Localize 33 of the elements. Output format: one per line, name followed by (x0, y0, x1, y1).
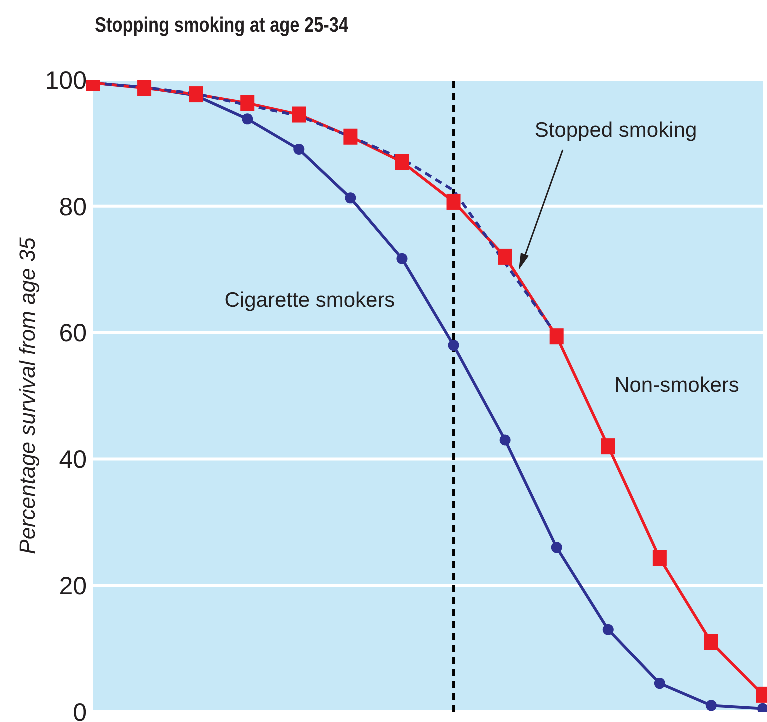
point (601, 438, 616, 455)
point (446, 194, 461, 210)
point (292, 106, 306, 123)
series-label: Non-smokers (614, 374, 740, 397)
y-axis-title: Percentage survival from age 35 (14, 236, 40, 554)
y-tick-label: 0 (73, 698, 87, 722)
y-tick-label: 100 (45, 66, 87, 95)
point (240, 95, 255, 112)
y-tick-label: 80 (59, 193, 87, 222)
chart-title: Stopping smoking at age 25-34 (95, 14, 349, 38)
y-tick-label: 60 (59, 320, 87, 348)
text: Stopped smoking (534, 119, 698, 142)
point (189, 86, 204, 103)
point (344, 128, 358, 145)
point (294, 144, 305, 156)
point (706, 700, 717, 712)
point (550, 328, 564, 345)
point (551, 542, 562, 554)
y-tick-label: 20 (59, 572, 87, 600)
point (602, 624, 614, 636)
point (704, 634, 718, 650)
point (654, 678, 666, 690)
point (138, 80, 152, 96)
series-label: Cigarette smokers (224, 289, 396, 312)
y-tick-label: 40 (59, 446, 87, 474)
point (448, 340, 460, 351)
point (652, 550, 667, 566)
point (498, 248, 512, 265)
point (500, 434, 511, 446)
point (242, 114, 254, 125)
point (345, 192, 356, 204)
point (395, 154, 410, 170)
point (396, 253, 408, 264)
